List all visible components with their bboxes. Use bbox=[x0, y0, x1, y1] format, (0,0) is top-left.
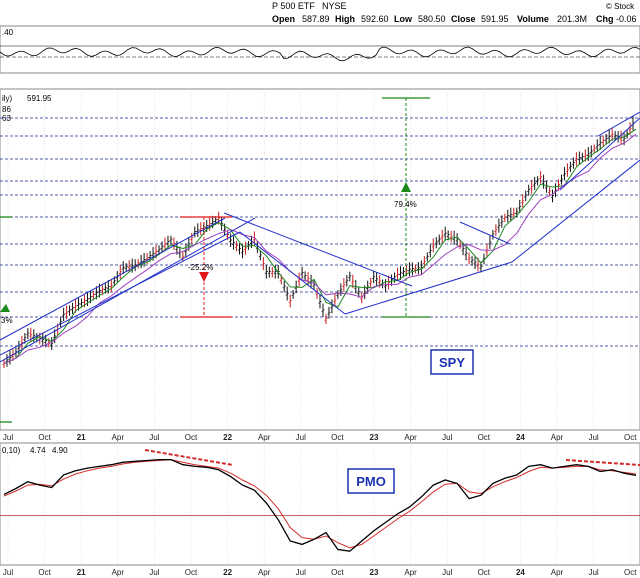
trend-channel-line bbox=[223, 212, 413, 287]
rsi-legend: .40 bbox=[2, 28, 14, 37]
x-tick-label-pmo: 21 bbox=[77, 568, 86, 577]
x-tick-label-pmo: Oct bbox=[478, 568, 491, 577]
left-percent: 3% bbox=[1, 316, 13, 325]
x-tick-label-pmo: Apr bbox=[404, 568, 417, 577]
pmo-line bbox=[3, 458, 637, 552]
rally-percent: 79.4% bbox=[394, 200, 417, 209]
pmo-panel-frame bbox=[0, 442, 640, 566]
x-tick-label-price: Jul bbox=[3, 433, 13, 442]
price-legend-value: 591.95 bbox=[27, 94, 52, 103]
open-label: Open bbox=[272, 14, 295, 24]
x-tick-label-price: Apr bbox=[258, 433, 271, 442]
trend-channel-line bbox=[459, 221, 511, 245]
tick-layer: Jul Oct 21 Apr Jul Oct 22 Apr Jul Oct 23 Apr Jul Oct 2… bbox=[3, 433, 637, 577]
x-tick-label-price: Jul bbox=[296, 433, 306, 442]
spy-label: SPY bbox=[439, 355, 465, 370]
trend-channel-line bbox=[597, 111, 640, 137]
pmo-divergence-2 bbox=[565, 459, 640, 466]
x-tick-label-pmo: Oct bbox=[38, 568, 51, 577]
high-label: High bbox=[335, 14, 355, 24]
trend-channel-line bbox=[344, 261, 513, 315]
trend-channel-line bbox=[559, 117, 640, 191]
close-label: Close bbox=[451, 14, 476, 24]
x-tick-label-price: 24 bbox=[516, 433, 525, 442]
x-tick-label-price: Oct bbox=[185, 433, 198, 442]
price-legend-fragment: ily) bbox=[2, 94, 13, 103]
pmo-divergence-1 bbox=[144, 449, 234, 466]
open-value: 587.89 bbox=[302, 14, 330, 24]
high-value: 592.60 bbox=[361, 14, 389, 24]
title-fragment: P 500 ETF bbox=[272, 1, 315, 11]
x-tick-label-price: Jul bbox=[588, 433, 598, 442]
x-tick-label-price: Oct bbox=[624, 433, 637, 442]
price-panel-frame bbox=[0, 88, 640, 431]
spy-label-box bbox=[430, 349, 474, 375]
exchange-label: NYSE bbox=[322, 1, 347, 11]
x-tick-label-price: Apr bbox=[404, 433, 417, 442]
x-tick-label-pmo: Oct bbox=[185, 568, 198, 577]
x-tick-label-pmo: Jul bbox=[442, 568, 452, 577]
x-tick-label-price: Jul bbox=[149, 433, 159, 442]
x-tick-label-price: Apr bbox=[112, 433, 125, 442]
x-tick-label-pmo: Apr bbox=[551, 568, 564, 577]
x-tick-label-price: Apr bbox=[551, 433, 564, 442]
pmo-legend-fragment: 0,10) bbox=[2, 446, 21, 455]
x-tick-label-price: Oct bbox=[478, 433, 491, 442]
price-legend-sub1: 86 bbox=[2, 105, 11, 114]
x-tick-label-pmo: Apr bbox=[112, 568, 125, 577]
x-tick-label-pmo: Jul bbox=[3, 568, 13, 577]
volume-label: Volume bbox=[517, 14, 549, 24]
rsi-line bbox=[0, 46, 640, 62]
left-arrow bbox=[0, 304, 10, 312]
moving-average-fast bbox=[3, 128, 637, 365]
trend-channel-line bbox=[511, 159, 640, 263]
x-tick-label-price: 21 bbox=[77, 433, 86, 442]
moving-average-slow bbox=[3, 133, 637, 365]
low-value: 580.50 bbox=[418, 14, 446, 24]
watermark: © Stock bbox=[606, 2, 635, 11]
x-tick-label-pmo: Apr bbox=[258, 568, 271, 577]
chg-value: -0.06 bbox=[616, 14, 637, 24]
decline-arrow bbox=[199, 272, 209, 282]
pmo-layer bbox=[0, 449, 640, 552]
trend-channel-line bbox=[0, 231, 241, 356]
x-tick-label-pmo: 24 bbox=[516, 568, 525, 577]
pmo-label: PMO bbox=[356, 474, 386, 489]
low-label: Low bbox=[394, 14, 413, 24]
x-tick-label-price: Oct bbox=[331, 433, 344, 442]
close-value: 591.95 bbox=[481, 14, 509, 24]
chg-label: Chg bbox=[596, 14, 614, 24]
x-tick-label-price: 22 bbox=[223, 433, 232, 442]
decline-percent: -25.2% bbox=[188, 263, 213, 272]
pmo-legend-value1: 4.74 bbox=[30, 446, 46, 455]
pmo-signal-line bbox=[3, 459, 637, 549]
x-tick-label-pmo: Jul bbox=[296, 568, 306, 577]
x-tick-label-price: 23 bbox=[370, 433, 379, 442]
x-tick-label-price: Jul bbox=[442, 433, 452, 442]
rally-arrow bbox=[401, 182, 411, 192]
price-legend-sub2: 63 bbox=[2, 114, 11, 123]
trend-channel-line bbox=[239, 231, 346, 315]
x-tick-label-pmo: 22 bbox=[223, 568, 232, 577]
x-tick-label-pmo: Jul bbox=[588, 568, 598, 577]
rsi-panel-frame bbox=[0, 25, 640, 74]
rsi-layer bbox=[0, 45, 640, 62]
x-tick-label-pmo: Oct bbox=[624, 568, 637, 577]
pmo-label-box bbox=[347, 468, 395, 494]
x-tick-label-pmo: Jul bbox=[149, 568, 159, 577]
volume-value: 201.3M bbox=[557, 14, 587, 24]
trend-channel-line bbox=[0, 217, 226, 341]
annotation-layer: -25.2% 79.4% 3% bbox=[0, 97, 430, 423]
x-tick-label-pmo: Oct bbox=[331, 568, 344, 577]
x-tick-label-price: Oct bbox=[38, 433, 51, 442]
grid-layer bbox=[0, 89, 640, 565]
price-layer bbox=[0, 111, 640, 368]
pmo-legend-value2: 4.90 bbox=[52, 446, 68, 455]
x-tick-label-pmo: 23 bbox=[370, 568, 379, 577]
